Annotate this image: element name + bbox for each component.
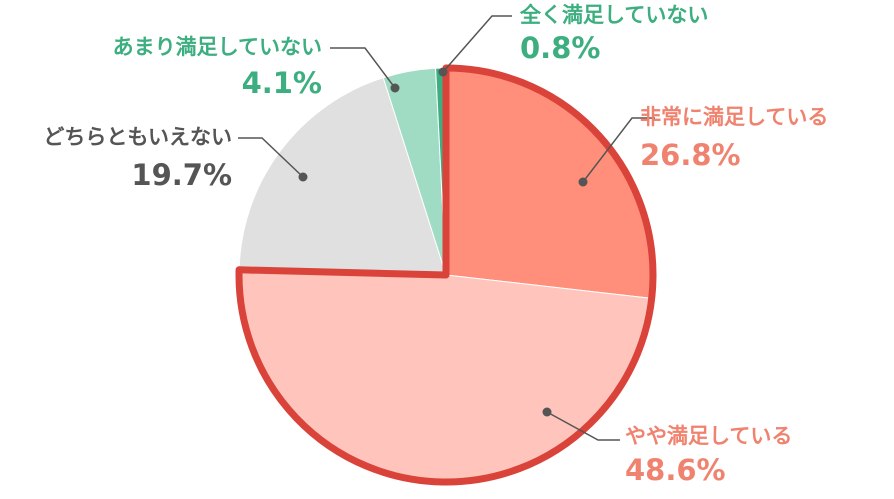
pie-slice bbox=[238, 269, 653, 483]
leader-dot bbox=[578, 177, 588, 187]
category-label: 非常に満足している bbox=[640, 105, 828, 129]
category-label: どちらともいえない bbox=[43, 125, 232, 149]
category-label: 全く満足していない bbox=[519, 3, 708, 27]
leader-dot bbox=[390, 83, 400, 93]
leader-line bbox=[238, 137, 304, 178]
category-label: やや満足している bbox=[625, 424, 792, 448]
leader-dot bbox=[438, 67, 448, 77]
leader-line bbox=[330, 47, 396, 89]
pie-slice bbox=[238, 77, 447, 276]
value-label: 26.8% bbox=[640, 138, 741, 172]
leader-line bbox=[546, 411, 620, 441]
leader-line bbox=[442, 15, 512, 73]
value-label: 4.1% bbox=[242, 66, 322, 100]
value-label: 48.6% bbox=[625, 453, 726, 487]
highlight-outline bbox=[235, 64, 657, 486]
leader-line bbox=[582, 117, 655, 183]
category-label: あまり満足していない bbox=[113, 35, 322, 59]
value-label: 19.7% bbox=[131, 158, 232, 192]
leader-dot bbox=[298, 172, 308, 182]
value-label: 0.8% bbox=[520, 31, 600, 65]
pie-slice bbox=[445, 67, 654, 299]
leader-dot bbox=[542, 407, 552, 417]
